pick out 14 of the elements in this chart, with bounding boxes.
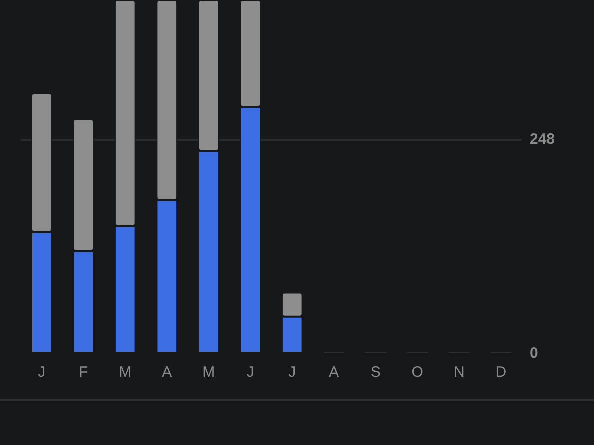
x-tick-label: S: [370, 364, 381, 382]
x-tick-label: M: [202, 364, 216, 382]
x-tick-label: F: [79, 364, 88, 382]
y-tick-label: 248: [530, 131, 556, 148]
x-tick-label: M: [119, 364, 132, 382]
x-tick-label: J: [246, 364, 254, 382]
x-tick-label: A: [329, 364, 340, 382]
x-tick-label: J: [288, 364, 296, 382]
x-tick-label: N: [454, 364, 465, 382]
x-tick-label: A: [162, 364, 172, 382]
x-tick-label: J: [38, 364, 46, 382]
y-tick-label: 0: [530, 345, 538, 362]
x-tick-label: D: [496, 364, 507, 382]
x-tick-label: O: [412, 364, 424, 382]
